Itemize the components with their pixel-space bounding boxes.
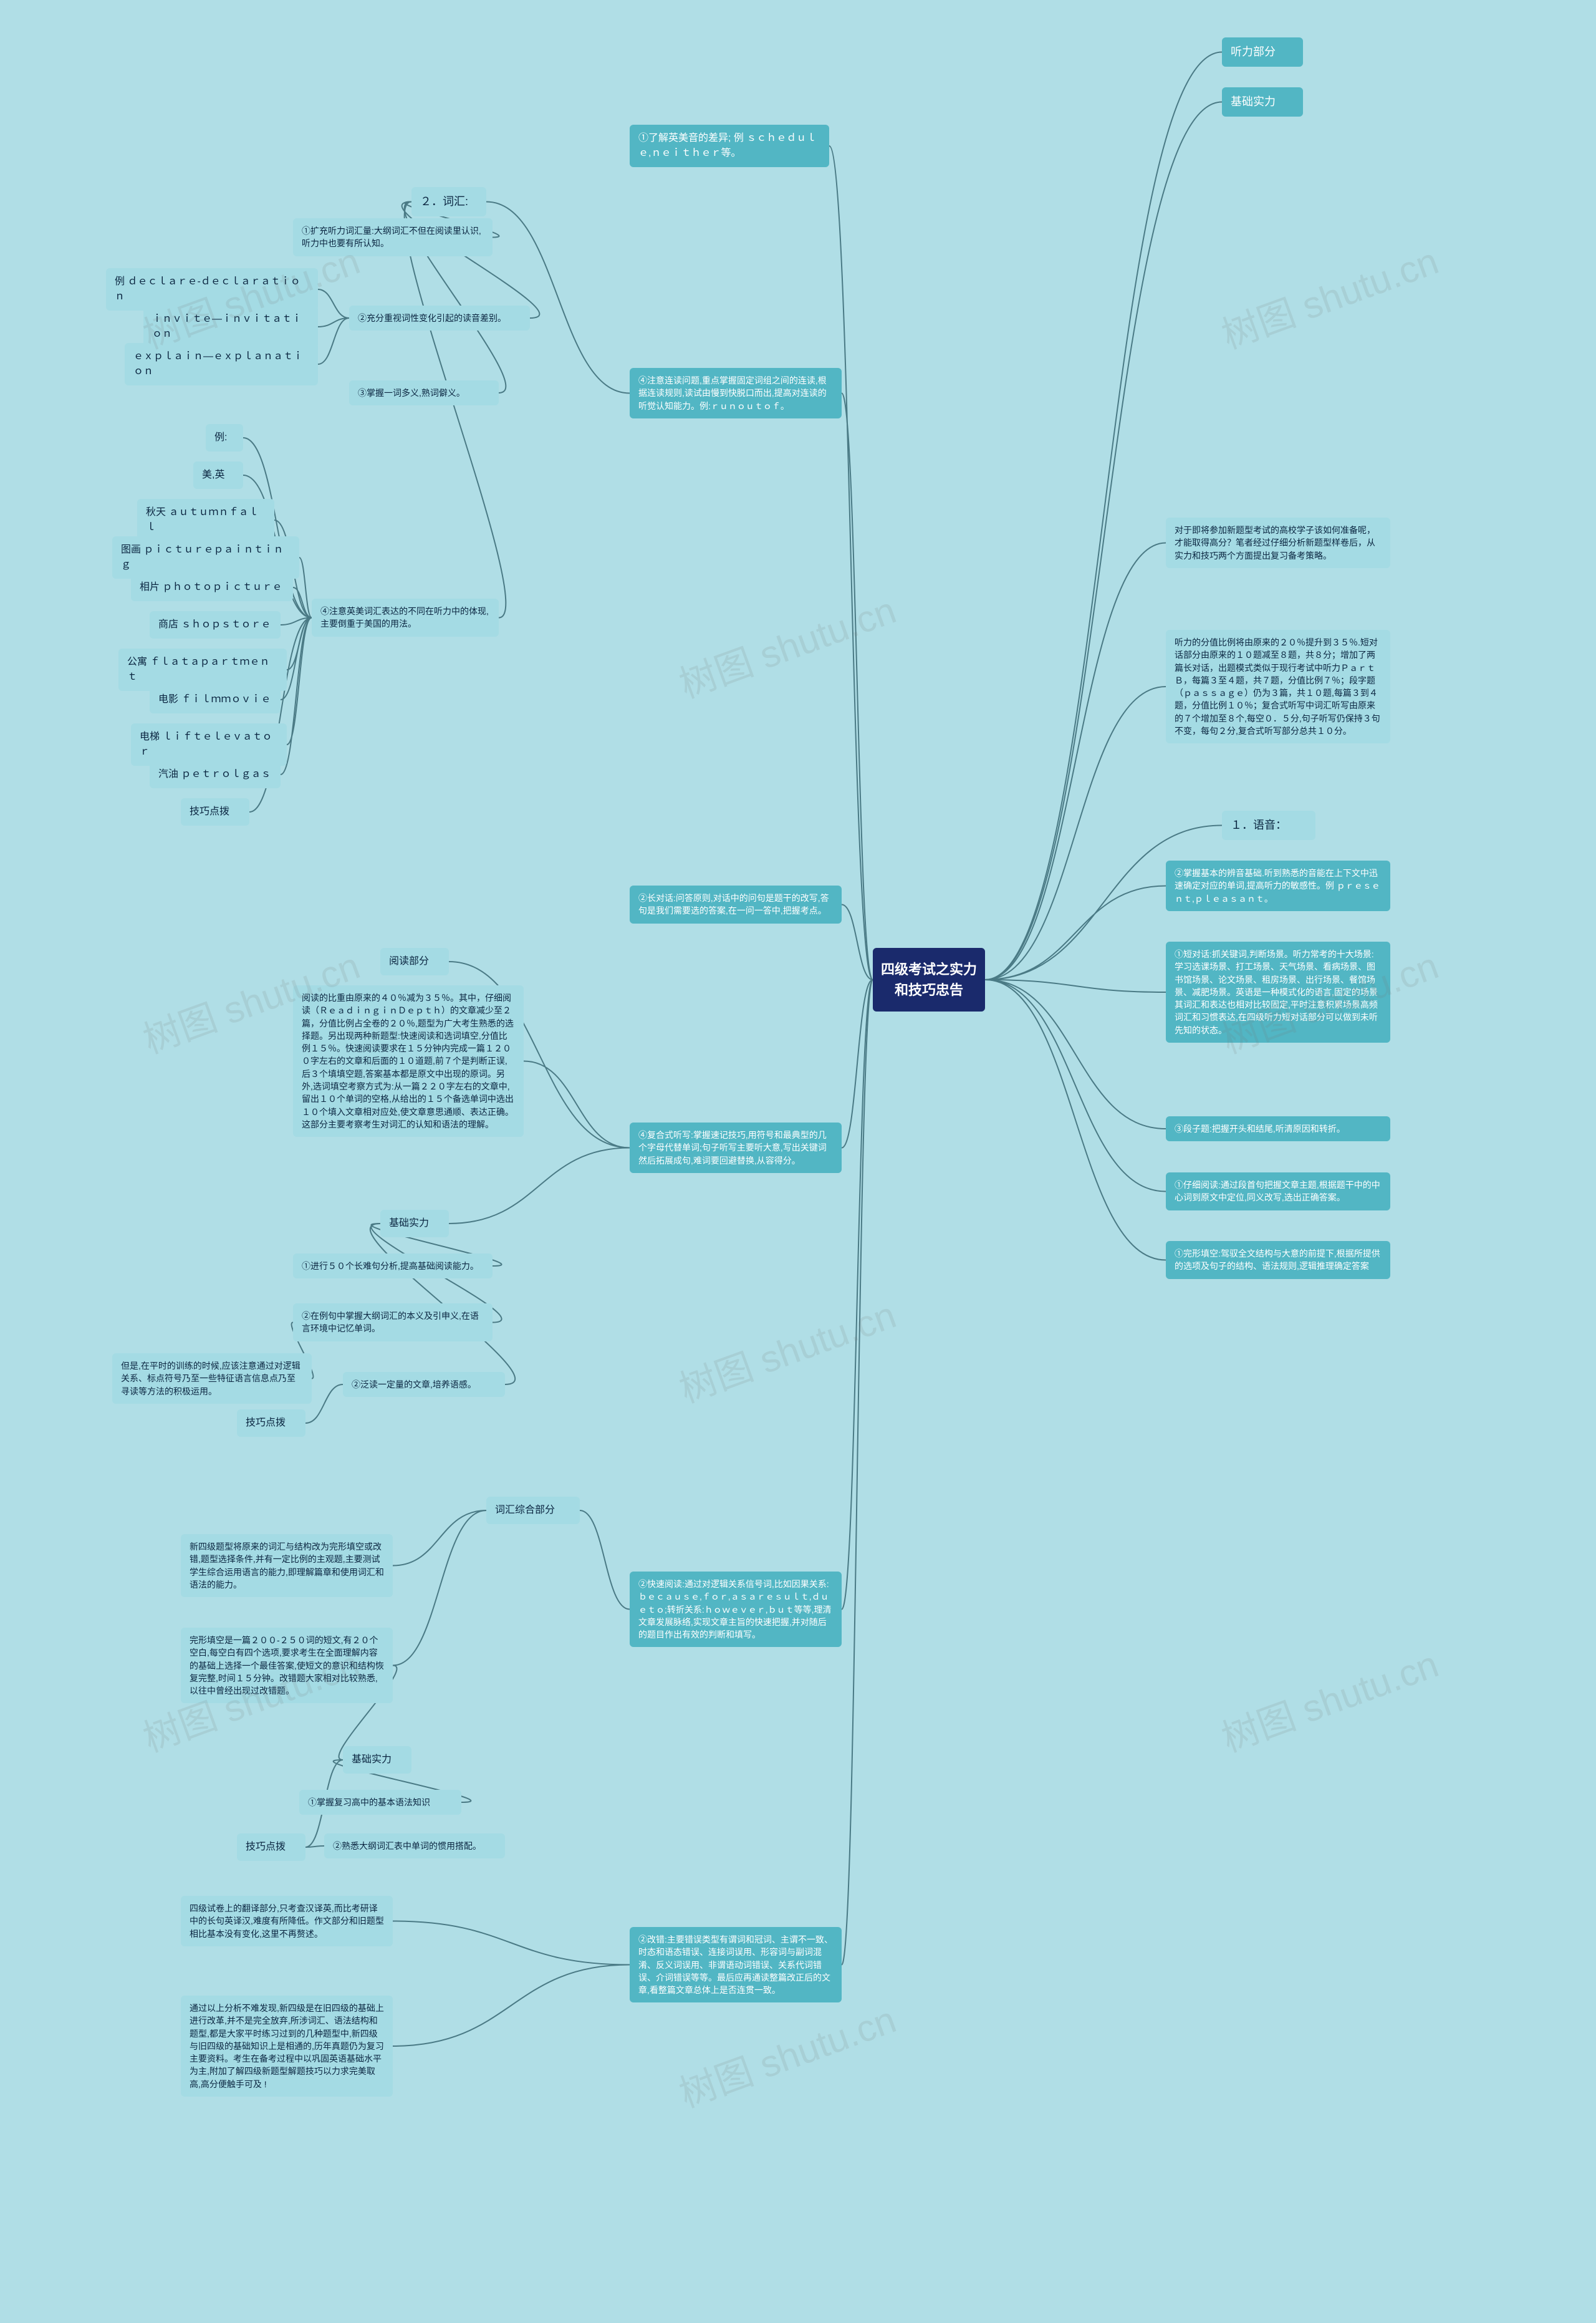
mindmap-node: ｉｎｖｉｔｅ—ｉｎｖｉｔａｔｉｏｎ — [143, 306, 318, 348]
mindmap-node: 例: — [206, 424, 243, 452]
mindmap-node: ①了解英美音的差异; 例 ｓｃｈｅｄｕｌｅ,ｎｅｉｔｈｅｒ等。 — [630, 125, 829, 167]
mindmap-node: ①仔细阅读:通过段首句把握文章主题,根据题干中的中心词到原文中定位,同义改写,选… — [1166, 1172, 1390, 1210]
mindmap-node: 但是,在平时的训练的时候,应该注意通过对逻辑关系、标点符号乃至一些特征语言信息点… — [112, 1353, 312, 1404]
mindmap-node: 对于即将参加新题型考试的高校学子该如何准备呢，才能取得高分？笔者经过仔细分析新题… — [1166, 518, 1390, 568]
mindmap-node: 公寓 ｆｌａｔａｐａｒｔｍｅｎｔ — [118, 649, 287, 691]
mindmap-node: ①短对话:抓关键词,判断场景。听力常考的十大场景:学习选课场景、打工场景、天气场… — [1166, 942, 1390, 1043]
watermark: 树图 shutu.cn — [671, 580, 902, 708]
mindmap-node: 基础实力 — [380, 1210, 449, 1237]
mindmap-node: 基础实力 — [343, 1746, 411, 1774]
mindmap-node: ｅｘｐｌａｉｎ—ｅｘｐｌａｎａｔｉｏｎ — [125, 343, 318, 385]
mindmap-node: ②在例句中掌握大纲词汇的本义及引申义,在语言环境中记忆单词。 — [293, 1303, 493, 1341]
mindmap-node: 技巧点拨 — [181, 798, 249, 826]
mindmap-node: ④注意连读问题,重点掌握固定词组之间的连读,根据连读规则,读试由慢到快脱口而出,… — [630, 368, 842, 418]
mindmap-node: 阅读部分 — [380, 948, 449, 975]
mindmap-node: 听力的分值比例将由原来的２０％提升到３５％.短对话部分由原来的１０题减至８题，共… — [1166, 630, 1390, 743]
mindmap-node: 阅读的比重由原来的４０％减为３５％。其中，仔细阅读（ＲｅａｄｉｎｇｉｎＤｅｐｔｈ… — [293, 985, 524, 1137]
mindmap-node: ③掌握一词多义,熟词僻义。 — [349, 380, 499, 405]
mindmap-node: 通过以上分析不难发现,新四级是在旧四级的基础上进行改革,并不是完全放弃,所涉词汇… — [181, 1996, 393, 2097]
mindmap-node: 美,英 — [193, 461, 243, 489]
mindmap-node: 例 ｄｅｃｌａｒｅ-ｄｅｃｌａｒａｔｉｏｎ — [106, 268, 318, 311]
mindmap-root: 四级考试之实力和技巧忠告 — [873, 948, 985, 1012]
mindmap-node: 图画 ｐｉｃｔｕｒｅｐａｉｎｔｉｎｇ — [112, 536, 299, 579]
mindmap-node: ②泛读一定量的文章,培养语感。 — [343, 1372, 505, 1397]
mindmap-node: ②长对话:问答原则,对话中的问句是题干的改写,答句是我们需要选的答案,在一问一答… — [630, 886, 842, 924]
mindmap-node: ②充分重视词性变化引起的读音差别。 — [349, 306, 530, 331]
mindmap-node: 完形填空是一篇２００-２５０词的短文,有２０个空白,每空白有四个选项,要求考生在… — [181, 1628, 393, 1703]
mindmap-node: 技巧点拨 — [237, 1833, 305, 1861]
mindmap-node: ②改错:主要错误类型有谓词和冠词、主谓不一致、时态和语态错误、连接词误用、形容词… — [630, 1927, 842, 2002]
mindmap-node: 基础实力 — [1222, 87, 1303, 117]
mindmap-node: 技巧点拨 — [237, 1409, 305, 1437]
mindmap-node: １．语音： — [1222, 811, 1315, 840]
mindmap-node: ②熟悉大纲词汇表中单词的惯用搭配。 — [324, 1833, 505, 1858]
mindmap-node: 汽油 ｐｅｔｒｏｌｇａｓ — [150, 761, 281, 788]
mindmap-node: 听力部分 — [1222, 37, 1303, 67]
mindmap-node: ①掌握复习高中的基本语法知识 — [299, 1790, 461, 1815]
mindmap-node: 四级试卷上的翻译部分,只考查汉译英,而比考研译中的长句英译汉,难度有所降低。作文… — [181, 1896, 393, 1946]
mindmap-node: ③段子题:把握开头和结尾,听清原因和转折。 — [1166, 1116, 1390, 1141]
mindmap-node: 词汇综合部分 — [486, 1497, 580, 1524]
mindmap-node: ④注意英美词汇表达的不同在听力中的体现,主要倒重于美国的用法。 — [312, 599, 499, 637]
watermark: 树图 shutu.cn — [671, 1285, 902, 1413]
watermark: 树图 shutu.cn — [671, 1989, 902, 2118]
mindmap-node: ①进行５０个长难句分析,提高基础阅读能力。 — [293, 1253, 493, 1278]
mindmap-node: ②快速阅读:通过对逻辑关系信号词,比如因果关系:ｂｅｃａｕｓｅ,ｆｏｒ,ａｓａｒ… — [630, 1572, 842, 1647]
mindmap-node: 相片 ｐｈｏｔｏｐｉｃｔｕｒｅ — [131, 574, 293, 601]
mindmap-node: 秋天 ａｕｔｕｍｎｆａｌｌ — [137, 499, 274, 541]
mindmap-node: ①扩充听力词汇量:大纲词汇不但在阅读里认识,听力中也要有所认知。 — [293, 218, 493, 256]
watermark: 树图 shutu.cn — [1213, 1634, 1445, 1762]
mindmap-node: ②掌握基本的辨音基础.听到熟悉的音能在上下文中迅速确定对应的单词,提高听力的敏感… — [1166, 861, 1390, 911]
mindmap-node: 商店 ｓｈｏｐｓｔｏｒｅ — [150, 611, 281, 639]
mindmap-node: 电梯 ｌｉｆｔｅｌｅｖａｔｏｒ — [131, 723, 287, 766]
mindmap-node: ④复合式听写:掌握速记技巧,用符号和最典型的几个字母代替单词;句子听写主要听大意… — [630, 1123, 842, 1173]
mindmap-node: 新四级题型将原来的词汇与结构改为完形填空或改错,题型选择条件,并有一定比例的主观… — [181, 1534, 393, 1597]
watermark: 树图 shutu.cn — [1213, 231, 1445, 359]
mindmap-node: ①完形填空:驾驭全文结构与大意的前提下,根据所提供的选项及句子的结构、语法规则,… — [1166, 1241, 1390, 1279]
mindmap-node: ２．词汇: — [411, 187, 486, 216]
mindmap-node: 电影 ｆｉｌｍｍｏｖｉｅ — [150, 686, 281, 713]
